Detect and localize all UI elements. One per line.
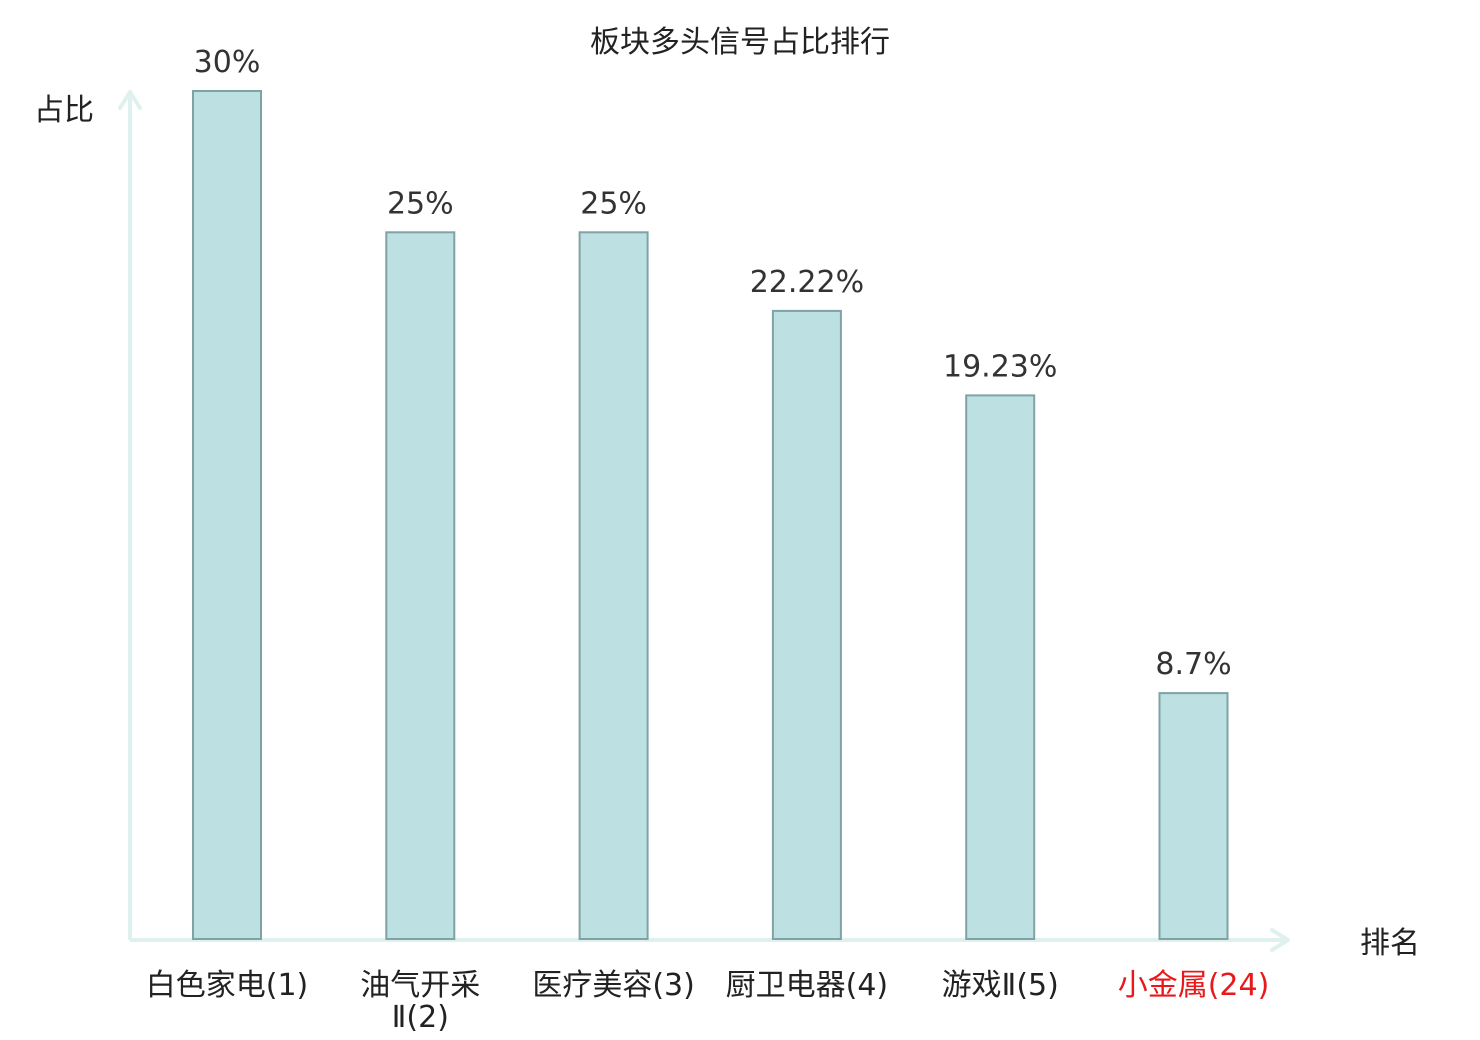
axes (118, 90, 1290, 952)
value-label-2: 25% (580, 186, 647, 221)
bar-1 (385, 231, 456, 941)
category-label-3: 厨卫电器(4) (726, 968, 889, 1003)
value-label-0: 30% (194, 45, 261, 80)
bars-group (192, 90, 1229, 941)
category-label-5: 小金属(24) (1118, 968, 1270, 1003)
x-axis-arrow (1270, 928, 1290, 952)
bar-2 (578, 231, 649, 941)
x-axis-title: 排名 (1360, 926, 1420, 961)
value-label-1: 25% (387, 186, 454, 221)
chart-title: 板块多头信号占比排行 (590, 25, 890, 60)
bar-4 (965, 394, 1036, 940)
bar-0 (192, 90, 262, 940)
category-label-1-line-1: Ⅱ(2) (392, 1000, 449, 1035)
value-label-5: 8.7% (1155, 647, 1231, 682)
y-axis-title: 占比 (34, 93, 94, 128)
category-label-0: 白色家电(1) (146, 968, 309, 1003)
category-label-4: 游戏Ⅱ(5) (942, 968, 1059, 1003)
bar-5 (1158, 692, 1229, 940)
value-label-3: 22.22% (750, 265, 864, 300)
y-axis-arrow (118, 90, 142, 110)
category-label-1-line-0: 油气开采 (360, 968, 480, 1003)
value-label-4: 19.23% (943, 349, 1057, 384)
category-label-2: 医疗美容(3) (532, 968, 695, 1003)
value-labels-group: 30% 25% 25% 22.22% 19.23% 8.7% (194, 45, 1232, 682)
bar-3 (771, 309, 842, 940)
